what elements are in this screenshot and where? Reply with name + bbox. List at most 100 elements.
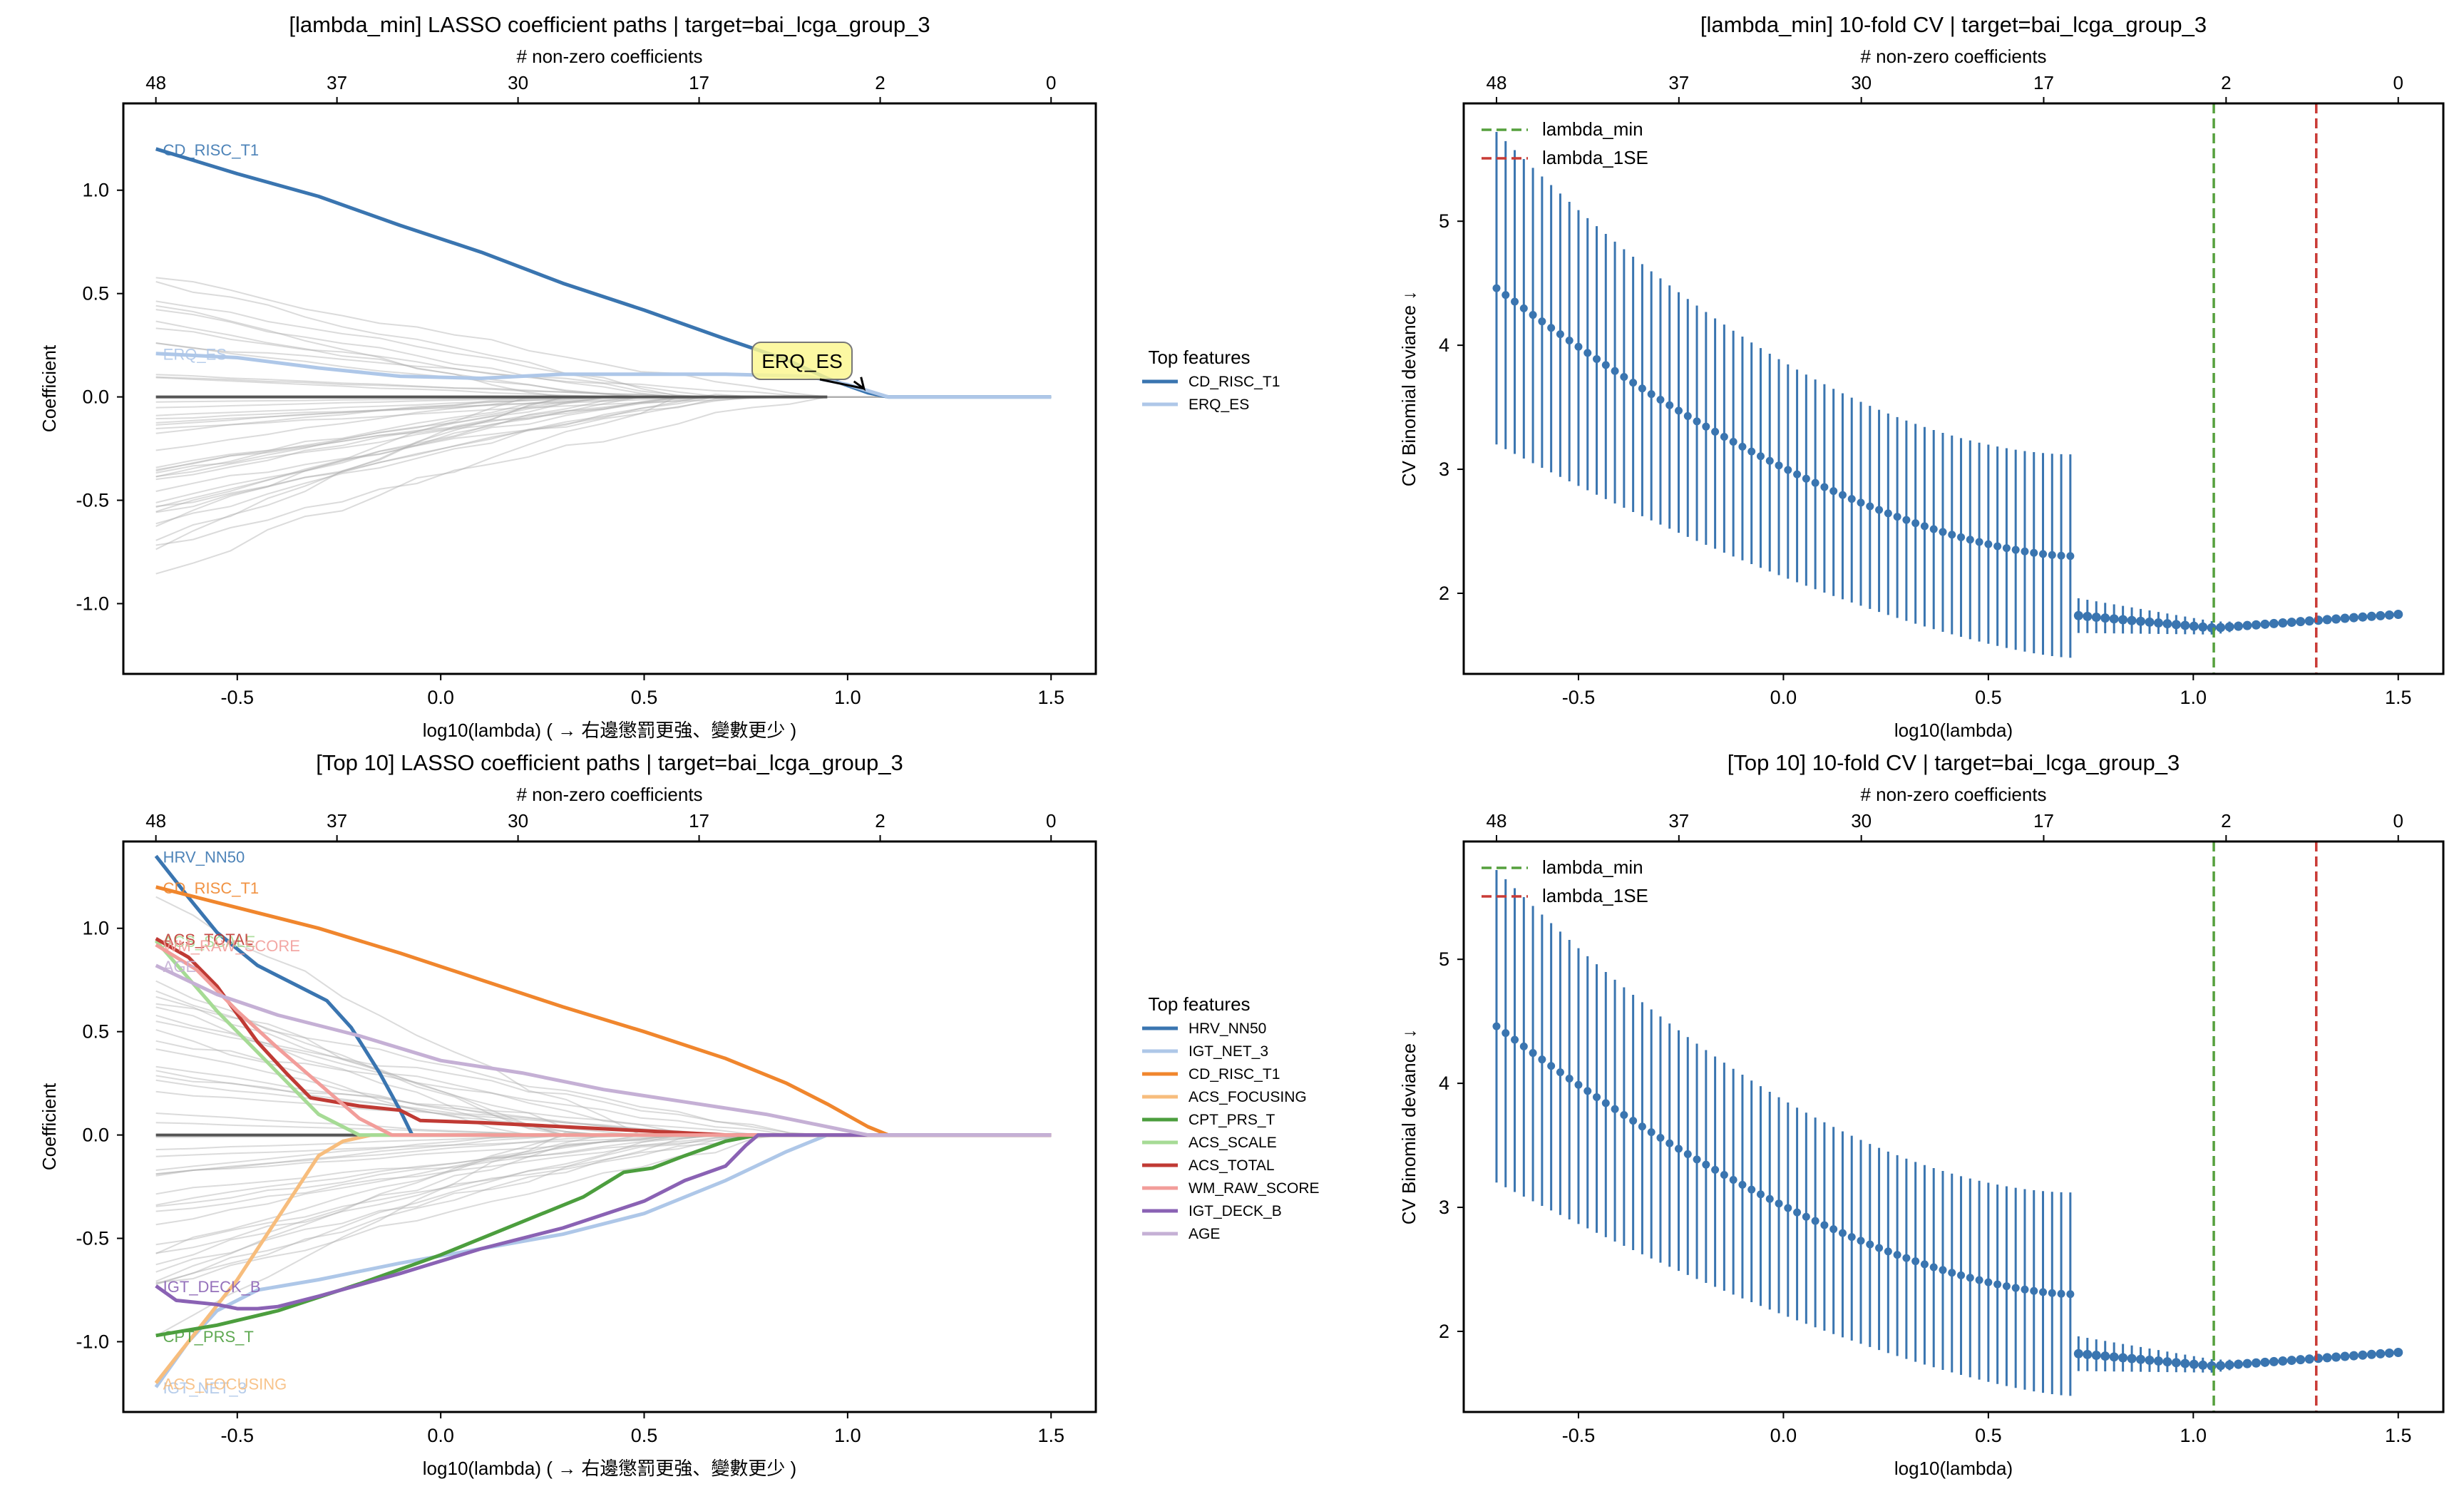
inline-label: ACS_FOCUSING: [163, 1375, 287, 1393]
cv-point: [1775, 461, 1783, 470]
background-path: [155, 896, 1052, 1136]
cv-point: [1911, 519, 1920, 528]
cv-point: [1738, 1180, 1747, 1189]
inline-label: HRV_NN50: [163, 848, 245, 866]
cv-point: [2073, 1349, 2083, 1358]
plot-area: CD_RISC_T1 ERQ_ES: [155, 141, 1052, 575]
annotation-arrowhead: [853, 377, 866, 392]
y-tick-label: 5: [1439, 948, 1449, 970]
cv-point: [1875, 506, 1884, 514]
cv-point: [2127, 615, 2137, 625]
cv-point: [2021, 1285, 2029, 1294]
cv-point: [1629, 1117, 1638, 1125]
cv-point: [1993, 542, 2002, 551]
cv-point: [2393, 610, 2403, 620]
top-axis-label: # non-zero coefficients: [1860, 46, 2046, 67]
inline-label: ERQ_ES: [163, 346, 227, 364]
cv-point: [2145, 1355, 2155, 1365]
series-line-wm-raw-score: [155, 943, 1052, 1137]
cv-point: [1829, 487, 1838, 496]
cv-point: [1984, 1278, 1993, 1286]
x-tick-label: 0.5: [1975, 1425, 2002, 1446]
top-tick-label: 30: [1851, 72, 1872, 93]
chart-title: [Top 10] 10-fold CV | target=bai_lcga_gr…: [1728, 750, 2180, 775]
cv-point: [2073, 610, 2083, 620]
cv-point: [2083, 611, 2093, 621]
top-tick-label: 0: [2393, 72, 2403, 93]
y-tick-label: 1.0: [82, 180, 109, 201]
legend-label: HRV_NN50: [1189, 1020, 1266, 1037]
x-tick-label: 0.0: [1770, 687, 1797, 708]
cv-point: [1693, 1155, 1701, 1164]
axes-frame: [1462, 840, 2445, 1413]
cv-point: [2030, 548, 2038, 557]
inline-label: CD_RISC_T1: [163, 879, 259, 897]
cv-point: [1729, 437, 1737, 446]
x-tick-label: -0.5: [1562, 687, 1596, 708]
inline-label: AGE: [163, 958, 196, 976]
cv-point: [1502, 291, 1510, 300]
cv-point: [1784, 466, 1792, 474]
top-tick-label: 48: [1487, 810, 1507, 832]
cv-point: [2260, 619, 2270, 629]
cv-point: [1601, 361, 1610, 369]
legend-label: ACS_SCALE: [1189, 1135, 1277, 1151]
top-axis-label: # non-zero coefficients: [516, 784, 702, 805]
cv-point: [1711, 427, 1720, 436]
x-axis-label: log10(lambda): [1894, 720, 2013, 741]
x-tick-label: 1.5: [1037, 1425, 1064, 1446]
cv-point: [1884, 1247, 1892, 1256]
top-tick-label: 30: [508, 72, 528, 93]
cv-point: [1756, 1190, 1765, 1199]
inline-label: IGT_DECK_B: [163, 1278, 261, 1296]
cv-point: [1902, 516, 1911, 524]
y-tick-label: 0.5: [82, 283, 109, 305]
x-axis-label: log10(lambda) ( → 右邊懲罰更強、變數更少 ): [423, 720, 796, 741]
legend-label: lambda_min: [1542, 118, 1643, 140]
cv-point: [1620, 1111, 1628, 1120]
cv-point: [1702, 422, 1710, 431]
cv-point: [1547, 324, 1556, 332]
cv-point: [2100, 613, 2110, 623]
cv-point: [1565, 336, 1574, 344]
legend-label: ACS_FOCUSING: [1189, 1089, 1307, 1105]
x-tick-label: 1.0: [2180, 1425, 2207, 1446]
cv-point: [1784, 1204, 1792, 1212]
cv-point: [1629, 379, 1638, 387]
background-path: [155, 1029, 1052, 1136]
cv-point: [1611, 367, 1619, 375]
cv-point: [2145, 617, 2155, 627]
cv-point: [2384, 1348, 2394, 1358]
y-axis-label: Coefficient: [38, 344, 60, 432]
cv-point: [2021, 547, 2029, 556]
top-tick-label: 17: [2033, 810, 2054, 832]
series-line-igt-deck-b: [155, 1133, 1052, 1311]
x-tick-label: 1.0: [834, 687, 861, 708]
cv-point: [2180, 620, 2190, 630]
top-tick-label: 48: [1487, 72, 1507, 93]
cv-point: [1793, 470, 1802, 479]
x-tick-label: 1.0: [834, 1425, 861, 1446]
background-path: [155, 395, 1052, 575]
inline-label: IGT_NET_3: [163, 1379, 247, 1397]
top-tick-label: 17: [689, 810, 709, 832]
top-tick-label: 30: [508, 810, 528, 832]
cv-point: [2153, 618, 2163, 628]
cv-point: [1620, 373, 1628, 382]
cv-point: [2091, 1351, 2101, 1361]
top-tick-label: 30: [1851, 810, 1872, 832]
cv-point: [1911, 1257, 1920, 1266]
legend-label: IGT_DECK_B: [1189, 1203, 1282, 1219]
y-axis-label: Coefficient: [38, 1083, 60, 1170]
cv-point: [1656, 1134, 1665, 1142]
cv-point: [2269, 1356, 2279, 1366]
cv-point: [2251, 620, 2261, 630]
cv-point: [2011, 546, 2020, 554]
legend-label: CPT_PRS_T: [1189, 1112, 1275, 1128]
cv-point: [2384, 610, 2394, 620]
x-tick-label: -0.5: [221, 687, 255, 708]
cv-point: [1529, 1049, 1537, 1058]
cv-point: [1975, 538, 1983, 546]
cv-point: [2153, 1356, 2163, 1366]
top-tick-label: 48: [145, 810, 166, 832]
